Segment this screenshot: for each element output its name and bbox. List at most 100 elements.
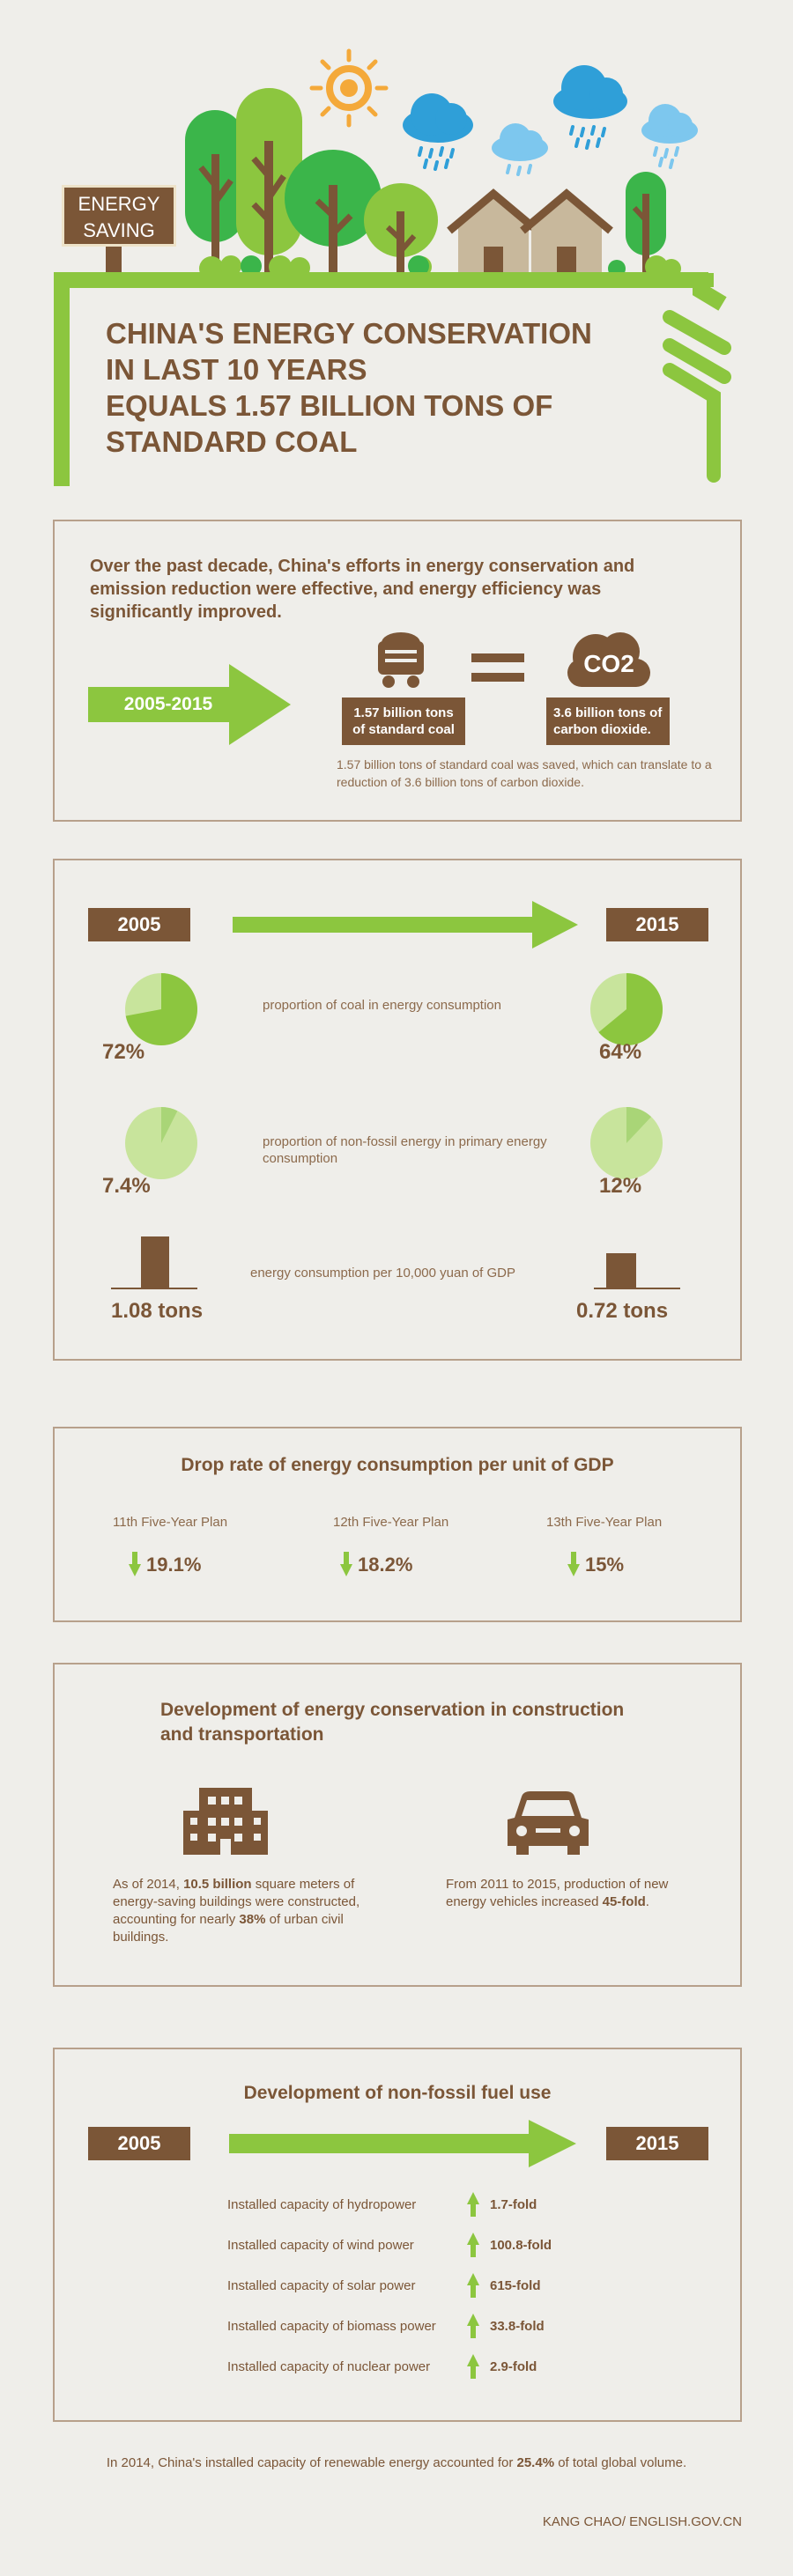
gdp-bar-baseline-2005 xyxy=(111,1288,197,1289)
up-arrow-icon xyxy=(467,2354,479,2379)
broken-frame-icon xyxy=(663,310,731,483)
title-line-1: CHINA'S ENERGY CONSERVATION xyxy=(106,317,592,350)
building-icon xyxy=(183,1788,268,1855)
construction-right-fold: 45-fold xyxy=(602,1894,646,1909)
plan-11-name: 11th Five-Year Plan xyxy=(113,1515,228,1530)
coal-2015-value: 64% xyxy=(599,1040,642,1064)
drop-rate-title: Drop rate of energy consumption per unit… xyxy=(181,1455,614,1475)
tree-icon xyxy=(364,183,438,273)
nonfossil-year-start-tag: 2005 xyxy=(88,2127,190,2160)
tree-icon xyxy=(185,110,245,273)
coal-2005-value: 72% xyxy=(102,1040,145,1064)
nonfossil-year-end-tag: 2015 xyxy=(606,2127,708,2160)
gdp-bar-2005 xyxy=(141,1236,169,1288)
energy-saving-sign: ENERGY SAVING xyxy=(62,185,176,247)
coal-row-label: proportion of coal in energy consumption xyxy=(263,998,501,1013)
page-title: CHINA'S ENERGY CONSERVATION IN LAST 10 Y… xyxy=(106,315,678,460)
compare-panel: 2005 2015 72% proportion of coal in ener… xyxy=(53,859,742,1361)
house-icon xyxy=(447,188,540,273)
up-arrow-icon xyxy=(467,2273,479,2298)
down-arrow-icon xyxy=(340,1552,352,1576)
pie-coal-2015 xyxy=(590,973,663,1045)
pie-slice-value xyxy=(161,1107,178,1143)
construction-title: Development of energy conservation in co… xyxy=(160,1698,689,1747)
equals-icon xyxy=(471,653,524,682)
plan-13-value: 15% xyxy=(585,1554,625,1576)
nonfossil-2015-value: 12% xyxy=(599,1174,642,1198)
header-illustration xyxy=(54,48,731,486)
drop-rate-panel: Drop rate of energy consumption per unit… xyxy=(53,1427,742,1622)
year-end-tag: 2015 xyxy=(606,908,708,941)
coal-cart-icon xyxy=(378,632,424,688)
nonfossil-2005-value: 7.4% xyxy=(102,1174,151,1198)
rain-cloud-icon xyxy=(492,123,548,176)
sign-line-2: SAVING xyxy=(83,219,155,241)
footer-note: In 2014, China's installed capacity of r… xyxy=(0,2455,793,2470)
construction-panel: Development of energy conservation in co… xyxy=(53,1663,742,1987)
plan-12-value: 18.2% xyxy=(358,1554,413,1576)
up-arrow-icon xyxy=(467,2192,479,2217)
gdp-bar-baseline-2015 xyxy=(594,1288,680,1289)
nonfossil-item-label: Installed capacity of hydropower xyxy=(227,2197,417,2212)
pie-slice-value xyxy=(125,973,197,1045)
construction-right-part-2: . xyxy=(645,1894,649,1909)
year-start-tag: 2005 xyxy=(88,908,190,941)
nonfossil-panel: Development of non-fossil fuel use 2005 … xyxy=(53,2048,742,2422)
rain-cloud-icon xyxy=(553,65,627,150)
down-arrow-icon xyxy=(129,1552,141,1576)
pie-coal-2005 xyxy=(125,973,197,1045)
title-line-4: STANDARD COAL xyxy=(106,425,358,458)
plan-13-name: 13th Five-Year Plan xyxy=(546,1515,663,1530)
plan-11-value: 19.1% xyxy=(146,1554,202,1576)
construction-left-part-3: of urban civil buildings. xyxy=(113,1912,344,1945)
up-arrow-icon xyxy=(467,2233,479,2257)
co2-label: 3.6 billion tons of carbon dioxide. xyxy=(546,698,670,745)
rain-cloud-icon xyxy=(403,93,473,171)
gdp-bar-2015 xyxy=(606,1253,636,1288)
car-icon xyxy=(508,1791,589,1855)
intro-text: Over the past decade, China's efforts in… xyxy=(90,557,635,622)
nonfossil-item-label: Installed capacity of wind power xyxy=(227,2238,414,2253)
nonfossil-item-value: 33.8-fold xyxy=(490,2319,545,2334)
construction-left-part-2: square meters of energy-saving buildings… xyxy=(113,1877,360,1927)
period-label: 2005-2015 xyxy=(123,694,213,714)
intro-panel: Over the past decade, China's efforts in… xyxy=(53,520,742,822)
intro-note: 1.57 billion tons of standard coal was s… xyxy=(337,757,712,789)
nonfossil-item-value: 615-fold xyxy=(490,2278,541,2293)
nonfossil-item-label: Installed capacity of biomass power xyxy=(227,2319,436,2334)
construction-title-line-2: and transportation xyxy=(160,1724,324,1745)
construction-left-part-1: As of 2014, xyxy=(113,1877,184,1892)
credit: KANG CHAO/ ENGLISH.GOV.CN xyxy=(542,2514,742,2529)
nonfossil-item-label: Installed capacity of nuclear power xyxy=(227,2359,431,2374)
construction-left-area: 10.5 billion xyxy=(183,1877,252,1892)
up-arrow-icon xyxy=(467,2314,479,2338)
timeline-arrow xyxy=(233,901,578,948)
construction-left-share: 38% xyxy=(239,1912,266,1927)
tree-icon xyxy=(236,88,302,273)
sun-icon xyxy=(309,48,389,128)
nonfossil-row-label: proportion of non-fossil energy in prima… xyxy=(263,1134,547,1166)
gdp-2005-value: 1.08 tons xyxy=(111,1299,204,1323)
pie-nonfossil-2015 xyxy=(590,1107,663,1179)
footer-note-part-1: In 2014, China's installed capacity of r… xyxy=(106,2455,517,2470)
nonfossil-item-label: Installed capacity of solar power xyxy=(227,2278,416,2293)
pie-slice-value xyxy=(598,973,663,1045)
footer-note-part-2: of total global volume. xyxy=(554,2455,687,2470)
period-arrow xyxy=(88,664,291,745)
nonfossil-item-value: 100.8-fold xyxy=(490,2238,552,2253)
co2-text: CO2 xyxy=(583,650,634,677)
tree-icon xyxy=(285,150,382,273)
gdp-row-label: energy consumption per 10,000 yuan of GD… xyxy=(250,1266,516,1281)
pie-slice-value xyxy=(626,1107,652,1143)
nonfossil-item-value: 2.9-fold xyxy=(490,2359,537,2374)
house-icon xyxy=(520,188,613,273)
sign-line-1: ENERGY xyxy=(78,193,160,215)
nonfossil-title: Development of non-fossil fuel use xyxy=(243,2083,552,2103)
co2-cloud-icon xyxy=(567,632,650,687)
coal-label: 1.57 billion tons of standard coal xyxy=(342,698,465,745)
construction-right-text: From 2011 to 2015, production of new ene… xyxy=(446,1876,675,1911)
construction-right-part-1: From 2011 to 2015, production of new ene… xyxy=(446,1877,669,1909)
rain-cloud-icon xyxy=(641,104,698,169)
plan-12-name: 12th Five-Year Plan xyxy=(333,1515,449,1530)
tree-icon xyxy=(626,172,666,273)
